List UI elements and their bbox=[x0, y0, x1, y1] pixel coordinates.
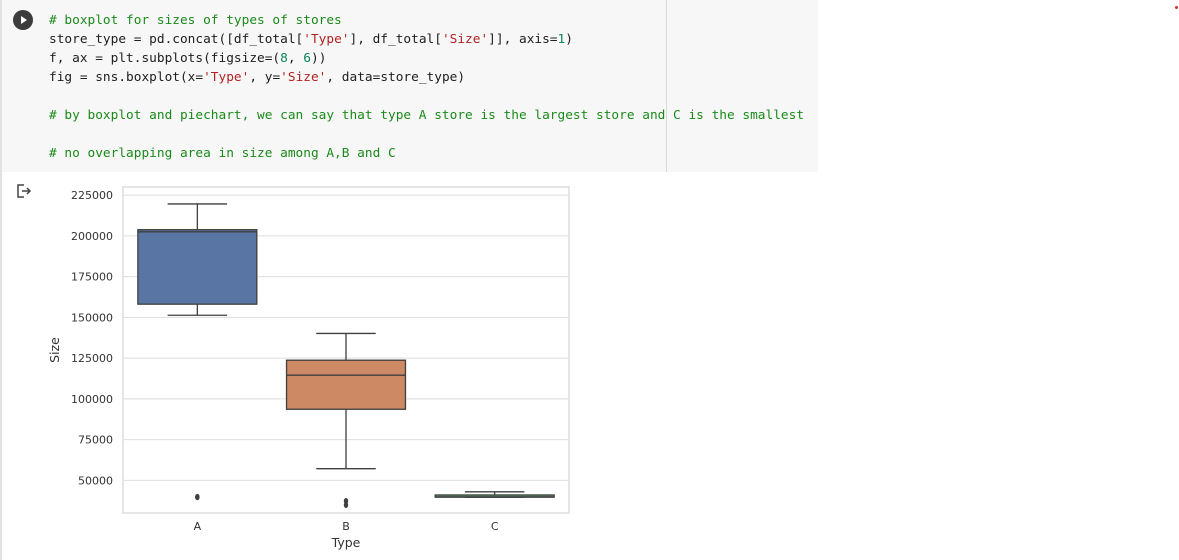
code-token: # by boxplot and piechart, we can say th… bbox=[49, 108, 805, 123]
output-redirect-icon[interactable] bbox=[15, 182, 33, 200]
code-token: 'Size' bbox=[441, 32, 489, 47]
code-token: , data=store_type) bbox=[326, 70, 466, 85]
code-token: 8 bbox=[280, 51, 288, 66]
code-token: 'Size' bbox=[280, 70, 327, 85]
boxplot-chart: 50000 75000 100000 125000 150000 175000 200000… bbox=[47, 186, 570, 550]
outlier-point bbox=[343, 497, 349, 504]
x-tick-label: A bbox=[194, 520, 202, 533]
x-axis-label: Type bbox=[331, 535, 361, 550]
code-token: , bbox=[287, 51, 304, 66]
code-text[interactable]: # boxplot for sizes of types of stores s… bbox=[49, 11, 804, 163]
y-tick-label: 75000 bbox=[78, 434, 113, 447]
outlier-point bbox=[195, 493, 200, 500]
code-token: 'Type' bbox=[203, 70, 250, 85]
code-line: fig = sns.boxplot(x='Type', y='Size', da… bbox=[49, 70, 465, 85]
code-line: # no overlapping area in size among A,B … bbox=[49, 146, 396, 161]
code-token: ]], axis= bbox=[488, 32, 558, 47]
code-token: , y= bbox=[249, 70, 281, 85]
code-token: # no overlapping area in size among A,B … bbox=[49, 146, 396, 161]
y-tick-label: 200000 bbox=[71, 230, 113, 243]
code-token: 6 bbox=[303, 51, 311, 66]
code-token: ) bbox=[565, 32, 573, 47]
y-tick-label: 100000 bbox=[71, 393, 113, 406]
code-token: ], df_total[ bbox=[349, 32, 442, 47]
code-token: # boxplot for sizes of types of stores bbox=[49, 13, 342, 28]
x-tick-label: B bbox=[342, 520, 350, 533]
y-tick-label: 125000 bbox=[71, 352, 113, 365]
code-line: # by boxplot and piechart, we can say th… bbox=[49, 108, 804, 123]
code-cell[interactable]: # boxplot for sizes of types of stores s… bbox=[2, 0, 818, 172]
run-cell-button[interactable] bbox=[13, 10, 33, 30]
code-editor[interactable] bbox=[44, 0, 667, 172]
y-tick-label: 50000 bbox=[78, 474, 113, 487]
code-token: )) bbox=[311, 51, 327, 66]
code-line: # boxplot for sizes of types of stores bbox=[49, 13, 342, 28]
code-token: fig = sns.boxplot(x= bbox=[49, 70, 204, 85]
code-token: f, ax = plt.subplots(figsize=( bbox=[49, 51, 281, 66]
box-B bbox=[285, 359, 407, 410]
status-dot bbox=[1175, 6, 1178, 9]
code-token: 1 bbox=[557, 32, 566, 47]
cell-left-rail bbox=[0, 0, 2, 560]
box-A bbox=[137, 229, 258, 305]
code-token: 'Type' bbox=[303, 32, 350, 47]
code-line: f, ax = plt.subplots(figsize=(8, 6)) bbox=[49, 51, 326, 66]
code-line: store_type = pd.concat([df_total['Type']… bbox=[49, 32, 573, 47]
x-tick-label: C bbox=[491, 520, 499, 533]
outlier-point bbox=[343, 502, 349, 509]
y-tick-label: 225000 bbox=[71, 189, 113, 202]
y-tick-label: 175000 bbox=[71, 271, 113, 284]
y-tick-label: 150000 bbox=[71, 311, 113, 324]
code-token: store_type = pd.concat([df_total[ bbox=[49, 32, 304, 47]
y-axis-label: Size bbox=[47, 337, 62, 363]
